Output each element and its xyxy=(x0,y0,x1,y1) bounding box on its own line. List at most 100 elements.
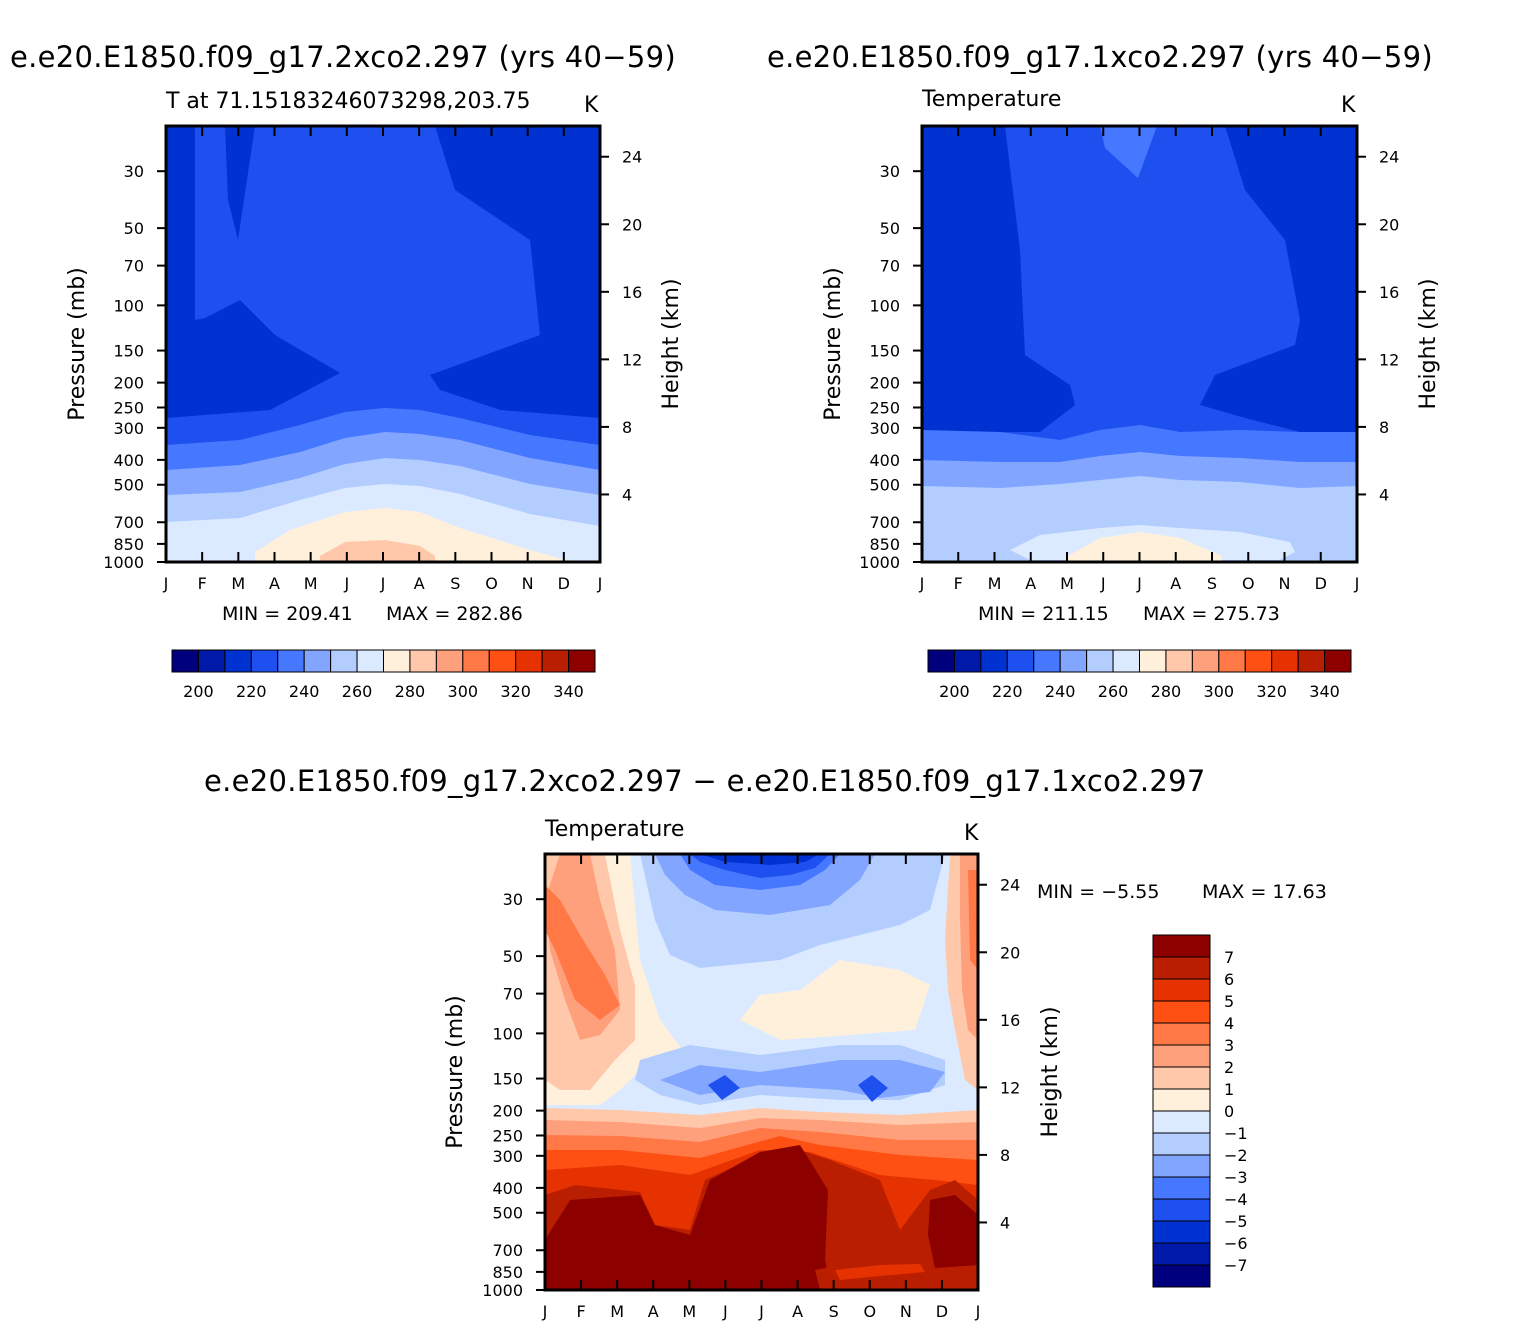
contour-band xyxy=(968,870,978,970)
colorbar-label: 300 xyxy=(448,682,479,701)
y-tick-label: 30 xyxy=(124,162,144,181)
colorbar-label: −7 xyxy=(1224,1256,1248,1275)
contour-band xyxy=(320,540,435,562)
contour-band xyxy=(1100,126,1157,178)
x-tick-label: J xyxy=(1100,574,1106,593)
x-tick-label: M xyxy=(988,574,1002,593)
y-tick-label: 400 xyxy=(869,451,900,470)
x-tick-label: O xyxy=(1242,574,1255,593)
colorbar-label: 340 xyxy=(553,682,584,701)
colorbar-swatch xyxy=(1152,1044,1211,1068)
y-tick-label: 250 xyxy=(113,398,144,417)
panel-3-min-label: MIN = −5.55 xyxy=(1037,881,1159,903)
x-tick-label: O xyxy=(485,574,498,593)
y-tick-label: 400 xyxy=(113,451,144,470)
colorbar-label: −3 xyxy=(1224,1168,1248,1187)
colorbar-swatch xyxy=(1152,1022,1211,1046)
colorbar-label: 0 xyxy=(1224,1102,1234,1121)
y-tick-label: 1000 xyxy=(859,553,900,572)
panel-3-max-label: MAX = 17.63 xyxy=(1202,881,1327,903)
contour-band xyxy=(708,1075,740,1100)
x-tick-label: M xyxy=(1060,574,1074,593)
colorbar-swatch xyxy=(488,649,517,673)
chart-title-bottom: e.e20.E1850.f09_g17.2xco2.297 − e.e20.E1… xyxy=(204,764,1206,798)
colorbar-label: 6 xyxy=(1224,970,1234,989)
colorbar-swatch xyxy=(1271,649,1299,673)
contour-band xyxy=(922,126,1075,432)
contour-band xyxy=(1068,532,1222,562)
y-tick-label: 70 xyxy=(880,257,900,276)
colorbar-swatch xyxy=(1006,649,1035,673)
colorbar-swatch xyxy=(541,649,570,673)
colorbar-swatch xyxy=(224,649,252,673)
colorbar-swatch xyxy=(1152,1198,1211,1222)
panel-2-ylabel: Pressure (mb) xyxy=(821,267,846,421)
panel-3: Temperature K xyxy=(443,817,1327,1321)
colorbar-swatch xyxy=(435,649,464,673)
height-tick-label: 24 xyxy=(1379,148,1399,167)
panel-1: T at 71.15183246073298,203.75 K J F M A M J J A… xyxy=(65,89,684,701)
colorbar-swatch xyxy=(250,649,279,673)
height-tick-label: 4 xyxy=(1000,1213,1010,1232)
x-tick-label: J xyxy=(919,574,925,593)
contour-band xyxy=(835,1264,925,1280)
colorbar-swatch xyxy=(1086,649,1114,673)
height-tick-label: 20 xyxy=(1379,215,1399,234)
colorbar-swatch xyxy=(1152,1088,1211,1112)
y-tick-label: 150 xyxy=(492,1070,523,1089)
panel-1-ylabel-right: Height (km) xyxy=(659,278,684,409)
x-tick-label: A xyxy=(1170,574,1181,593)
y-tick-label: 500 xyxy=(113,476,144,495)
colorbar-swatch xyxy=(1152,1176,1211,1200)
colorbar-swatch xyxy=(1112,649,1140,673)
panel-1-colorbar: 200 220 240 260 280 300 320 340 xyxy=(171,649,596,701)
x-tick-label: A xyxy=(269,574,280,593)
x-tick-label: N xyxy=(900,1302,912,1321)
y-tick-label: 300 xyxy=(869,419,900,438)
panel-3-contours xyxy=(545,854,978,1290)
x-tick-label: A xyxy=(414,574,425,593)
height-tick-label: 20 xyxy=(1000,943,1020,962)
y-tick-label: 50 xyxy=(880,219,900,238)
height-tick-label: 12 xyxy=(1379,350,1399,369)
contour-band xyxy=(858,1075,888,1102)
colorbar-label: 2 xyxy=(1224,1058,1234,1077)
x-tick-label: D xyxy=(936,1302,948,1321)
panel-1-contours xyxy=(166,126,600,562)
panel-1-height-axis: 24 20 16 12 8 4 xyxy=(600,148,642,504)
height-tick-label: 12 xyxy=(622,350,642,369)
colorbar-label: 200 xyxy=(939,682,970,701)
panel-2-height-axis: 24 20 16 12 8 4 xyxy=(1357,148,1399,504)
colorbar-label: 7 xyxy=(1224,948,1234,967)
x-tick-label: S xyxy=(1207,574,1217,593)
colorbar-label: 200 xyxy=(183,682,214,701)
x-tick-label: M xyxy=(610,1302,624,1321)
panel-1-min-label: MIN = 209.41 xyxy=(222,603,353,625)
height-tick-label: 20 xyxy=(622,215,642,234)
colorbar-label: −6 xyxy=(1224,1234,1248,1253)
contour-band xyxy=(700,854,820,865)
y-tick-label: 100 xyxy=(869,296,900,315)
x-tick-label: J xyxy=(758,1302,764,1321)
y-tick-label: 200 xyxy=(492,1102,523,1121)
colorbar-swatch xyxy=(1152,1066,1211,1090)
height-tick-label: 4 xyxy=(1379,485,1389,504)
contour-band xyxy=(545,1145,832,1290)
height-tick-label: 8 xyxy=(622,418,632,437)
x-tick-label: A xyxy=(792,1302,803,1321)
colorbar-swatch xyxy=(980,649,1008,673)
x-tick-label: D xyxy=(558,574,570,593)
y-tick-label: 250 xyxy=(869,398,900,417)
y-tick-label: 100 xyxy=(492,1024,523,1043)
colorbar-label: 280 xyxy=(395,682,426,701)
y-tick-label: 700 xyxy=(869,513,900,532)
chart-title-top-left: e.e20.E1850.f09_g17.2xco2.297 (yrs 40−59… xyxy=(10,40,676,74)
x-tick-label: J xyxy=(1354,574,1360,593)
panel-1-max-label: MAX = 282.86 xyxy=(386,603,523,625)
y-tick-label: 100 xyxy=(113,296,144,315)
colorbar-label: 220 xyxy=(992,682,1023,701)
